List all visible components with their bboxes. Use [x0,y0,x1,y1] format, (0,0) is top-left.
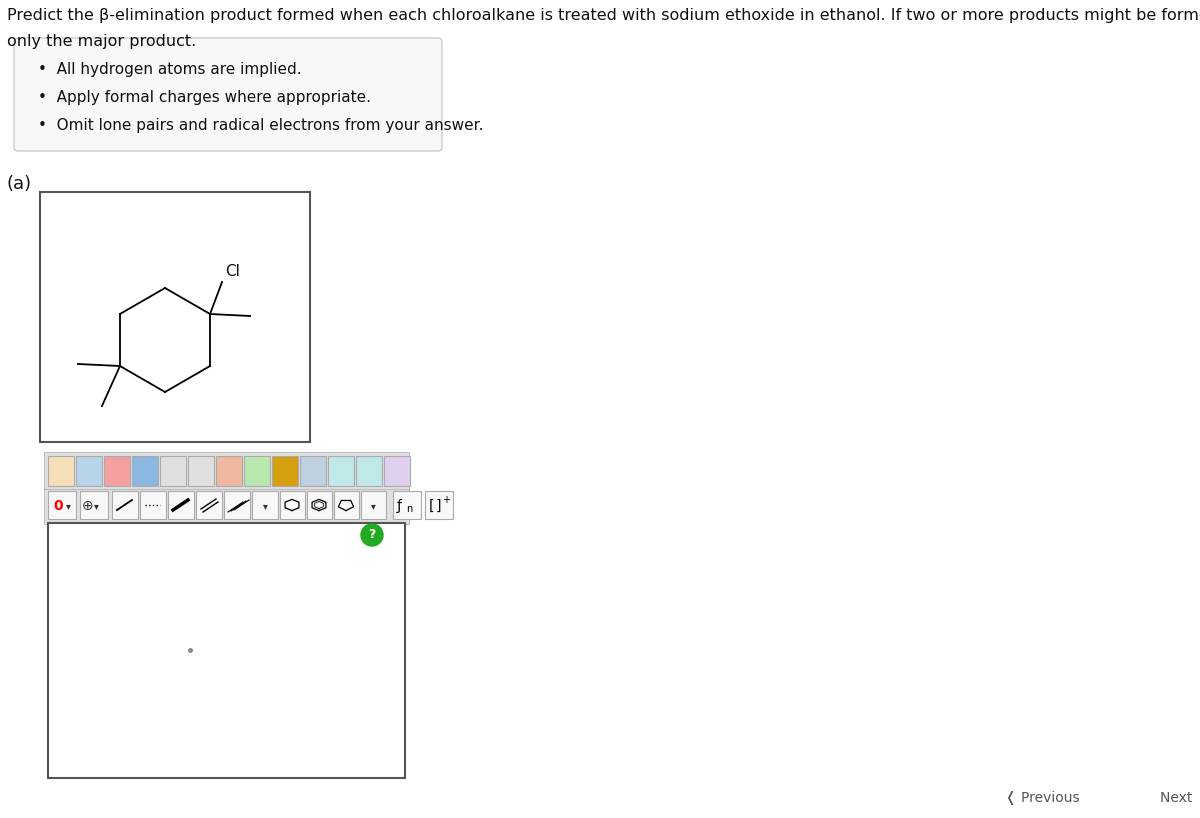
Bar [168,491,194,519]
Text: ▾: ▾ [263,501,268,511]
Bar [160,456,186,486]
Bar [384,456,410,486]
Bar [394,491,421,519]
Text: Predict the β-elimination product formed when each chloroalkane is treated with : Predict the β-elimination product formed… [7,8,1200,23]
Text: •  All hydrogen atoms are implied.: • All hydrogen atoms are implied. [38,62,301,77]
Text: ]: ] [436,499,442,513]
Text: ❬ Previous: ❬ Previous [1006,791,1080,805]
Bar [112,491,138,519]
Text: n: n [406,504,413,514]
Text: •  Omit lone pairs and radical electrons from your answer.: • Omit lone pairs and radical electrons … [38,118,484,133]
Bar [307,491,332,519]
Text: Cl: Cl [226,264,240,279]
Text: ▾: ▾ [66,501,71,511]
Bar [280,491,305,519]
Bar [140,491,166,519]
Bar [48,491,76,519]
Bar [216,456,242,486]
Bar [224,491,250,519]
Text: •  Apply formal charges where appropriate.: • Apply formal charges where appropriate… [38,90,371,105]
Text: ⊕: ⊕ [82,499,94,513]
Bar [188,456,214,486]
Bar [196,491,222,519]
Bar [356,456,382,486]
Bar [244,456,270,486]
Text: +: + [442,495,450,505]
Bar [300,456,326,486]
Text: 0: 0 [53,499,62,513]
Text: Next ❭: Next ❭ [1160,791,1200,805]
Text: (a): (a) [7,175,32,193]
Bar [44,489,409,524]
Bar [80,491,108,519]
Text: ?: ? [368,528,376,542]
Bar [272,456,298,486]
Bar [361,491,386,519]
Bar [132,456,158,486]
Bar [334,491,359,519]
Circle shape [361,524,383,546]
Bar [425,491,454,519]
Text: ƒ: ƒ [397,499,402,513]
Bar [44,452,409,492]
Text: ▾: ▾ [94,501,98,511]
FancyBboxPatch shape [14,38,442,151]
Text: only the major product.: only the major product. [7,34,197,49]
Text: [: [ [430,499,434,513]
Bar [76,456,102,486]
Bar [48,523,406,778]
Bar [40,192,310,442]
Bar [328,456,354,486]
Bar [104,456,130,486]
Bar [252,491,278,519]
Text: ▾: ▾ [371,501,376,511]
Bar [48,456,74,486]
